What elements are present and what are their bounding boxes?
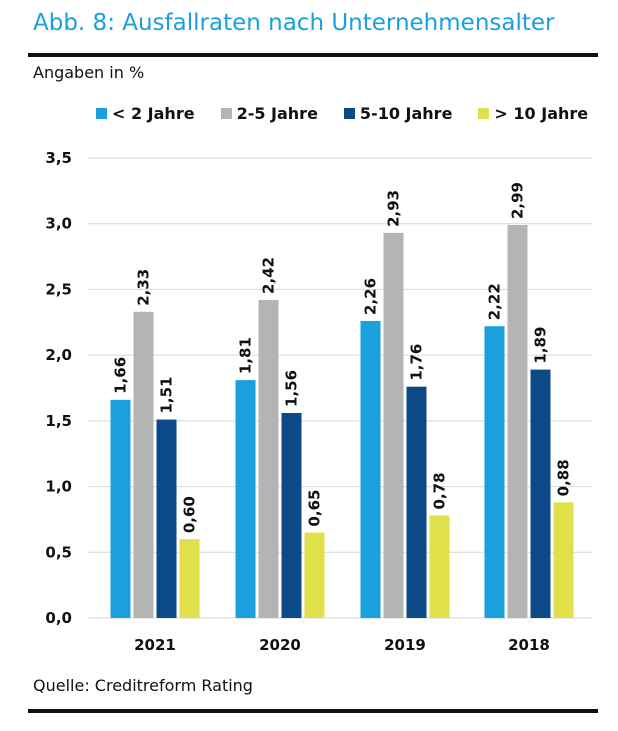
bar	[406, 386, 427, 618]
bar	[429, 515, 450, 618]
data-label: 2,26	[362, 278, 380, 315]
bar	[507, 225, 528, 618]
y-tick-label: 2,5	[45, 280, 72, 298]
data-label: 1,76	[408, 344, 426, 381]
bar	[304, 532, 325, 618]
bar	[110, 399, 131, 618]
legend-item-under-2: < 2 Jahre	[96, 104, 195, 123]
y-tick-label: 1,0	[45, 478, 72, 496]
data-label: 1,51	[158, 377, 176, 414]
bottom-rule	[28, 709, 598, 713]
chart-legend: < 2 Jahre 2-5 Jahre 5-10 Jahre > 10 Jahr…	[96, 104, 588, 123]
data-label: 1,89	[532, 327, 550, 364]
top-rule	[28, 53, 598, 57]
bar	[484, 326, 505, 618]
bar	[258, 299, 279, 618]
legend-item-over-10: > 10 Jahre	[478, 104, 588, 123]
x-tick-label: 2021	[134, 636, 176, 654]
data-label: 1,56	[283, 370, 301, 407]
bar	[360, 320, 381, 618]
bar	[383, 232, 404, 618]
bar	[133, 311, 154, 618]
y-tick-label: 1,5	[45, 412, 72, 430]
data-label: 2,42	[260, 257, 278, 294]
legend-swatch	[343, 108, 355, 119]
data-label: 1,66	[112, 357, 130, 394]
legend-swatch	[478, 108, 490, 119]
legend-label: > 10 Jahre	[494, 104, 589, 123]
x-tick-label: 2020	[259, 636, 301, 654]
bar	[530, 369, 551, 618]
source-note: Quelle: Creditreform Rating	[33, 676, 253, 695]
data-label: 2,33	[135, 269, 153, 306]
data-label: 0,65	[306, 490, 324, 527]
y-tick-label: 0,5	[45, 543, 72, 561]
data-label: 2,93	[385, 190, 403, 227]
legend-swatch	[220, 108, 232, 119]
data-label: 1,81	[237, 337, 255, 374]
legend-item-5-10: 5-10 Jahre	[343, 104, 453, 123]
data-label: 0,78	[431, 472, 449, 509]
legend-swatch	[96, 108, 107, 119]
legend-label: < 2 Jahre	[112, 104, 195, 123]
y-tick-label: 0,0	[45, 609, 72, 627]
x-tick-label: 2018	[508, 636, 550, 654]
legend-label: 5-10 Jahre	[359, 104, 453, 123]
bar	[156, 419, 177, 618]
bar	[179, 539, 200, 618]
data-label: 0,60	[181, 496, 199, 533]
x-tick-label: 2019	[384, 636, 426, 654]
y-tick-label: 2,0	[45, 346, 72, 364]
y-tick-label: 3,0	[45, 215, 72, 233]
bar	[281, 412, 302, 618]
data-label: 2,22	[486, 283, 504, 320]
legend-label: 2-5 Jahre	[236, 104, 318, 123]
bar	[235, 380, 256, 618]
data-label: 0,88	[555, 459, 573, 496]
unit-note: Angaben in %	[33, 63, 145, 82]
page-title: Abb. 8: Ausfallraten nach Unternehmensal…	[33, 10, 555, 36]
bar	[553, 502, 574, 618]
data-label: 2,99	[509, 182, 527, 219]
y-tick-label: 3,5	[45, 149, 72, 167]
legend-item-2-5: 2-5 Jahre	[220, 104, 318, 123]
